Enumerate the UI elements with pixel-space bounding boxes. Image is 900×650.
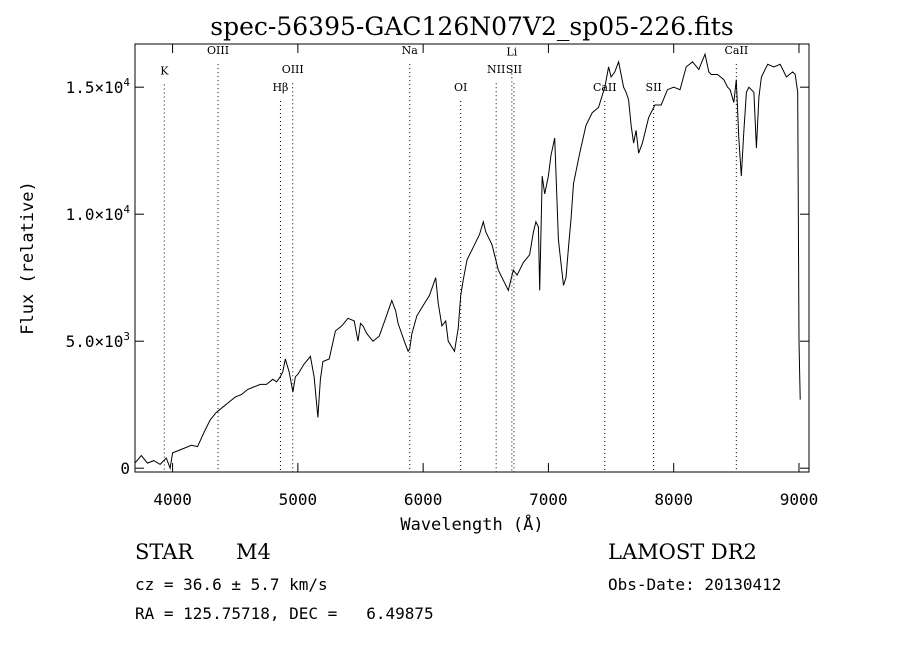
marker-label-2: Hβ <box>272 81 288 94</box>
marker-label-3: OIII <box>282 63 304 76</box>
y-tick-exponent-2: 4 <box>123 203 130 216</box>
marker-label-6: NII <box>487 63 505 76</box>
marker-label-4: Na <box>402 44 419 57</box>
marker-label-8: SII <box>506 63 522 76</box>
y-tick-exponent-1: 3 <box>123 330 130 343</box>
spectrum-line <box>134 52 801 471</box>
spectral-subclass: M4 <box>236 540 271 564</box>
y-tick-exponent-3: 4 <box>123 76 130 89</box>
survey-name: LAMOST DR2 <box>608 540 757 564</box>
ra-dec: RA = 125.75718, DEC = 6.49875 <box>135 604 434 623</box>
y-tick-label-3: 1.5×104 <box>66 76 131 97</box>
x-tick-label-2: 6000 <box>404 490 443 509</box>
x-tick-label-1: 5000 <box>279 490 318 509</box>
y-axis-label: Flux (relative) <box>18 181 38 335</box>
y-tick-label-1: 5.0×103 <box>66 330 130 351</box>
marker-label-0: K <box>160 64 169 77</box>
chart-title: spec-56395-GAC126N07V2_sp05-226.fits <box>210 12 733 41</box>
y-tick-mantissa-3: 1.5×10 <box>66 78 124 97</box>
x-tick-label-0: 4000 <box>153 490 192 509</box>
y-tick-label-0: 0 <box>120 459 130 478</box>
marker-label-7: Li <box>506 45 517 58</box>
plot-frame <box>134 43 810 473</box>
marker-label-5: OI <box>454 81 467 94</box>
y-tick-mantissa-0: 0 <box>120 459 130 478</box>
x-axis-label: Wavelength (Å) <box>400 513 543 535</box>
y-tick-mantissa-1: 5.0×10 <box>66 332 124 351</box>
x-tick-label-3: 7000 <box>529 490 568 509</box>
marker-label-11: CaII <box>725 44 749 57</box>
x-axis: 4000 5000 6000 7000 8000 9000 <box>153 44 818 509</box>
y-tick-label-2: 1.0×104 <box>66 203 131 224</box>
marker-label-10: SII <box>646 81 662 94</box>
marker-lines <box>163 64 737 472</box>
x-tick-label-4: 8000 <box>654 490 693 509</box>
y-tick-mantissa-2: 1.0×10 <box>66 205 124 224</box>
x-tick-label-5: 9000 <box>780 490 819 509</box>
redshift-velocity: cz = 36.6 ± 5.7 km/s <box>135 575 328 594</box>
observation-date: Obs-Date: 20130412 <box>608 575 782 594</box>
object-class: STAR <box>135 540 194 564</box>
marker-label-1: OIII <box>207 44 229 57</box>
